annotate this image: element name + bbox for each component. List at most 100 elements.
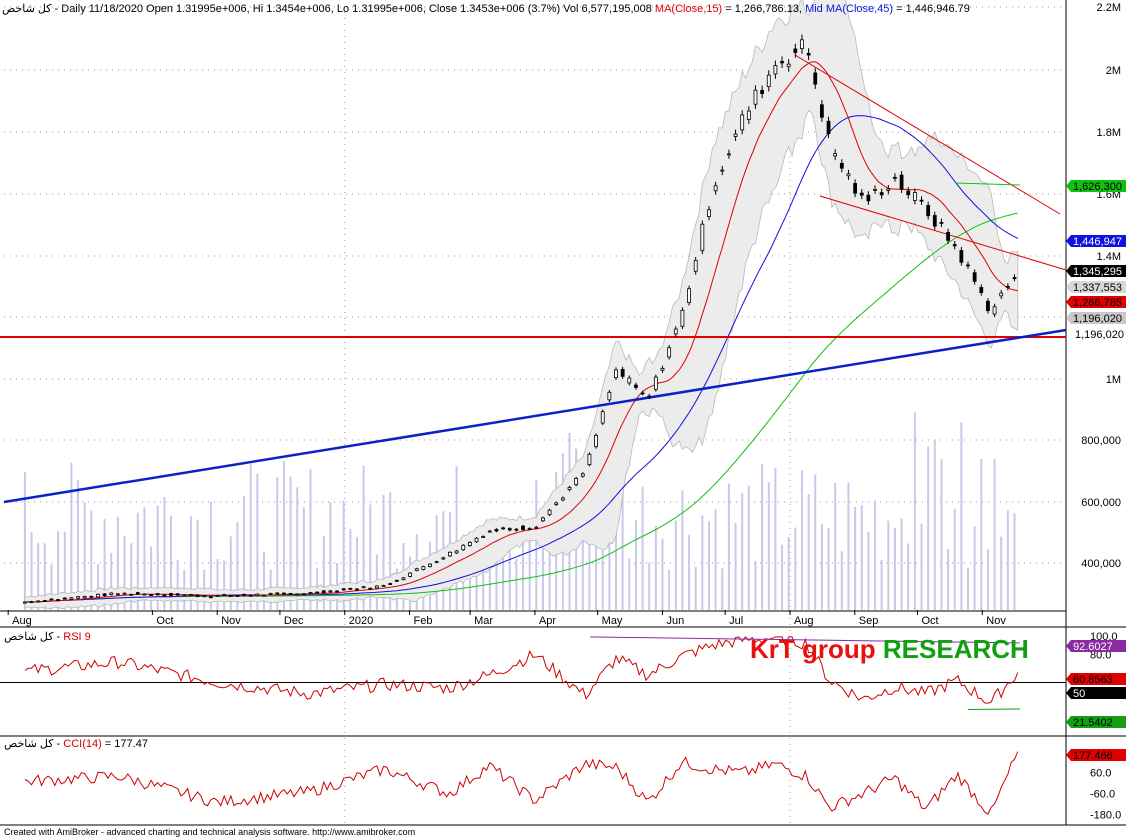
ma200-tail [954,182,1021,186]
header-ma45-value: = 1,446,946.79 [893,3,970,15]
candle-body [514,528,519,531]
candle-body [295,593,300,596]
channel-lower-line [819,195,1067,271]
candle-body [600,411,605,424]
candle-body [448,551,452,557]
price-axis-label: 400,000 [1081,558,1121,570]
candle-body [760,89,765,94]
candle-body [341,588,346,591]
rsi-header-label: RSI 9 [63,631,91,643]
candle-body [222,594,227,596]
footer-credit: Created with AmiBroker - advanced charti… [4,827,415,837]
candle-body [966,264,970,267]
date-axis-label: May [602,615,623,627]
candle-body [587,453,592,466]
candle-body [660,367,665,371]
candle-body [634,384,638,388]
date-axis-label: Aug [12,615,32,627]
bollinger-band [24,0,1019,610]
candle-body [952,244,957,247]
candle-body [853,183,858,194]
price-axis-label: 2M [1106,65,1121,77]
candle-body [255,593,260,596]
candle-body [740,114,745,131]
badge-ma15-text: 1,266,785 [1073,297,1122,309]
candle-body [992,306,997,315]
candle-body [467,541,472,547]
watermark-part1: KrT group [750,634,876,664]
cci-header-value: = 177.47 [105,738,148,750]
candle-body [169,593,173,596]
date-axis-label: Aug [794,615,814,627]
header-ma15-value: = 1,266,786.13, [722,3,805,15]
candle-body [1005,285,1010,288]
badge-low1-text: 1,196,020 [1073,313,1122,325]
badge-bb-lower-bg [1066,281,1126,293]
cci-pane: 60.0 -60.0 -180.0 [24,751,1121,822]
candle-body [939,221,944,224]
candle-body [886,188,891,191]
candle-body [23,601,27,604]
watermark: KrT group RESEARCH [750,634,1029,664]
candle-body [454,550,459,554]
candle-body [76,596,80,599]
candle-body [667,347,672,358]
candle-body [574,478,579,486]
date-axis-label: Feb [414,615,433,627]
date-axis-label: Nov [221,615,241,627]
badge-rsi-val-bg [1066,673,1126,685]
candle-body [189,594,193,596]
candle-body [534,526,539,529]
candle-body [541,517,545,522]
price-axis-label: 600,000 [1081,497,1121,509]
rsi-header-symbol: کل شاخص [4,631,54,643]
candle-body [202,595,207,598]
candle-body [906,190,911,196]
badge-ma200-text: 1,626,300 [1073,181,1122,193]
candle-body [421,566,426,570]
candle-body [700,223,705,252]
candle-body [627,377,632,384]
candle-body [182,594,187,597]
candle-body [82,596,87,599]
date-axis-label: 2020 [349,615,373,627]
candle-body [208,596,213,599]
candle-body [507,528,512,531]
badge-rsi-val-text: 60.8563 [1073,674,1113,686]
candle-body [707,209,711,217]
candle-body [195,594,200,597]
candle-body [228,595,233,598]
candle-body [155,593,160,596]
candle-body [115,593,120,596]
price-axis-label: 2.2M [1097,2,1121,14]
candle-body [607,391,612,401]
candle-body [733,133,738,137]
badge-rsi-low-bg [1066,716,1126,728]
candle-body [647,395,652,398]
long-trendline [3,328,1067,504]
date-axis-label: Jun [666,615,684,627]
candle-body [806,53,811,56]
candle-body [720,169,725,172]
candle-body [912,192,917,201]
candle-body [129,593,134,596]
candle-body [780,61,784,64]
candle-body [49,598,54,601]
badge-ma45-text: 1,446,947 [1073,236,1122,248]
candle-body [899,174,904,190]
candle-body [248,594,253,597]
candle-body [162,594,167,597]
badge-rsi-low-text: 21.5402 [1073,717,1113,729]
candle-body [109,592,114,596]
cci-axis-label: 60.0 [1090,768,1111,780]
candle-body [839,163,844,169]
candle-body [813,72,818,85]
candle-body [434,561,439,564]
candle-body [979,287,984,293]
candle-body [461,544,466,551]
cci-header-symbol: کل شاخص [4,738,54,750]
candle-body [926,205,931,217]
rsi-upper-trend [589,636,1021,644]
candle-body [567,486,572,491]
